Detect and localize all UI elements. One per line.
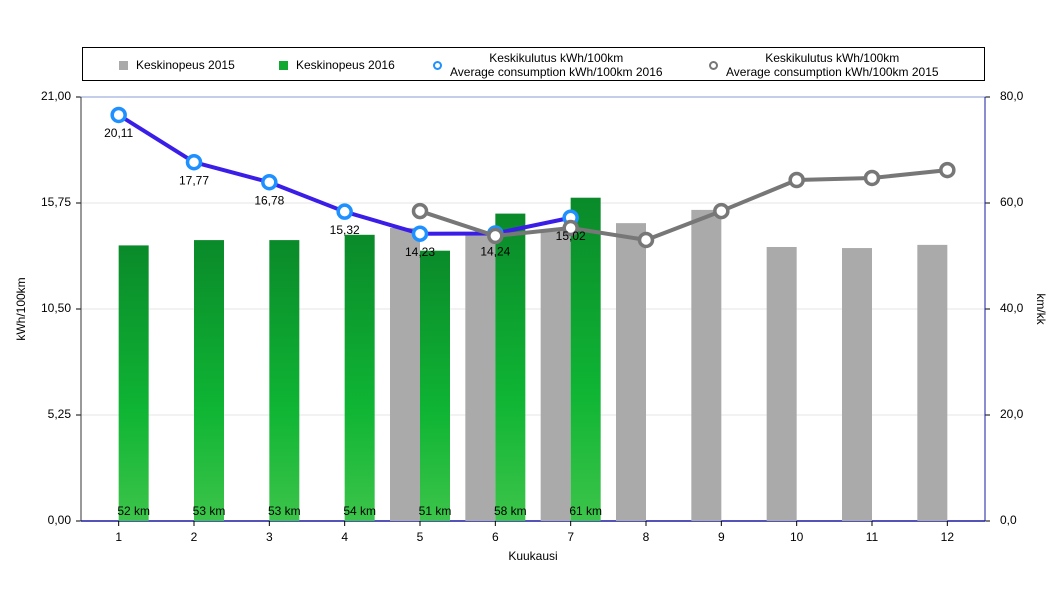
point-value-label: 15,32 (330, 223, 360, 237)
bar-value-label: 54 km (343, 504, 376, 518)
line (419, 168, 948, 242)
point-value-label: 20,11 (104, 126, 133, 140)
bar (570, 197, 601, 521)
line-marker (788, 171, 805, 189)
bar (344, 234, 375, 522)
bars (118, 197, 948, 522)
bar (842, 248, 872, 522)
legend-item: Keskinopeus 2015 (119, 48, 235, 82)
bar (194, 240, 224, 521)
y2-tick-label: 0,0 (1000, 513, 1017, 527)
legend-swatch (433, 60, 442, 70)
bar (465, 234, 496, 522)
line-marker (185, 153, 203, 171)
labels: 52 km 53 km 53 km 54 km 51 km 58 km 61 km 20,11… (104, 126, 602, 518)
y-tick-label: 15,75 (41, 195, 71, 209)
bar (269, 240, 300, 521)
bar (766, 246, 797, 522)
x-tick-label: 7 (567, 530, 574, 544)
x-tick-label: 1 (115, 530, 122, 544)
legend-label: Keskinopeus 2016 (296, 58, 395, 72)
y-tick-label: 21,00 (41, 89, 71, 103)
bar-value-label: 52 km (117, 504, 150, 518)
y2-tick-label: 40,0 (1000, 301, 1024, 315)
x-tick-label: 4 (341, 530, 348, 544)
legend: Keskinopeus 2015 Keskinopeus 2016 Keskikul… (82, 47, 985, 81)
y-axis-label: kWh/100km (14, 277, 28, 340)
point-value-label: 14,23 (405, 245, 435, 259)
bar-value-label: 51 km (419, 504, 452, 518)
legend-swatch (119, 60, 128, 70)
line-marker (110, 106, 127, 124)
y-tick-label: 0,00 (48, 513, 72, 527)
lines (110, 106, 956, 249)
legend-label: Keskikulutus kWh/100km Average consumpti… (450, 51, 663, 79)
line-marker (411, 202, 429, 220)
bar (390, 227, 420, 521)
legend-swatch (279, 60, 288, 70)
y2-axis-label: km/kk (1034, 293, 1048, 325)
bar-value-label: 61 km (569, 504, 602, 518)
legend-item: Keskikulutus kWh/100km Average consumpti… (709, 48, 939, 82)
y-tick-label: 10,50 (41, 301, 71, 315)
y2-tick-label: 80,0 (1000, 89, 1024, 103)
bar (420, 250, 450, 521)
y-tick-label: 5,25 (48, 407, 72, 421)
point-value-label: 14,24 (480, 245, 510, 259)
bar-value-label: 53 km (193, 504, 226, 518)
x-tick-label: 5 (417, 530, 424, 544)
line-marker (939, 161, 956, 179)
line-marker (261, 173, 278, 191)
line-marker (713, 202, 730, 220)
bar (540, 229, 571, 521)
bar-value-label: 58 km (494, 504, 527, 518)
line-marker (637, 231, 655, 249)
line-marker (863, 169, 881, 187)
x-tick-label: 9 (718, 530, 725, 544)
x-tick-label: 2 (191, 530, 198, 544)
x-axis-label: Kuukausi (508, 549, 557, 563)
bar (917, 244, 948, 521)
x-tick-label: 11 (866, 530, 879, 544)
x-tick-label: 12 (941, 530, 955, 544)
line-marker (336, 203, 353, 220)
y2-tick-label: 60,0 (1000, 195, 1024, 209)
y2-tick-label: 20,0 (1000, 407, 1024, 421)
bar (691, 209, 722, 521)
bar-value-label: 53 km (268, 504, 301, 518)
legend-item: Keskikulutus kWh/100km Average consumpti… (433, 48, 663, 82)
point-value-label: 17,77 (179, 173, 209, 187)
bar (616, 223, 646, 521)
line-marker (487, 227, 504, 245)
bar (495, 213, 526, 521)
point-value-label: 16,78 (254, 193, 284, 207)
line-marker (562, 219, 579, 237)
x-tick-label: 3 (266, 530, 273, 544)
x-tick-label: 6 (492, 530, 499, 544)
line-marker (411, 225, 429, 242)
x-tick-label: 10 (790, 530, 804, 544)
legend-swatch (709, 60, 718, 70)
point-value-label: 15,02 (556, 229, 586, 243)
legend-label: Keskikulutus kWh/100km Average consumpti… (726, 51, 939, 79)
x-tick-label: 8 (643, 530, 650, 544)
bar (118, 245, 149, 521)
legend-label: Keskinopeus 2015 (136, 58, 235, 72)
legend-item: Keskinopeus 2016 (279, 48, 395, 82)
